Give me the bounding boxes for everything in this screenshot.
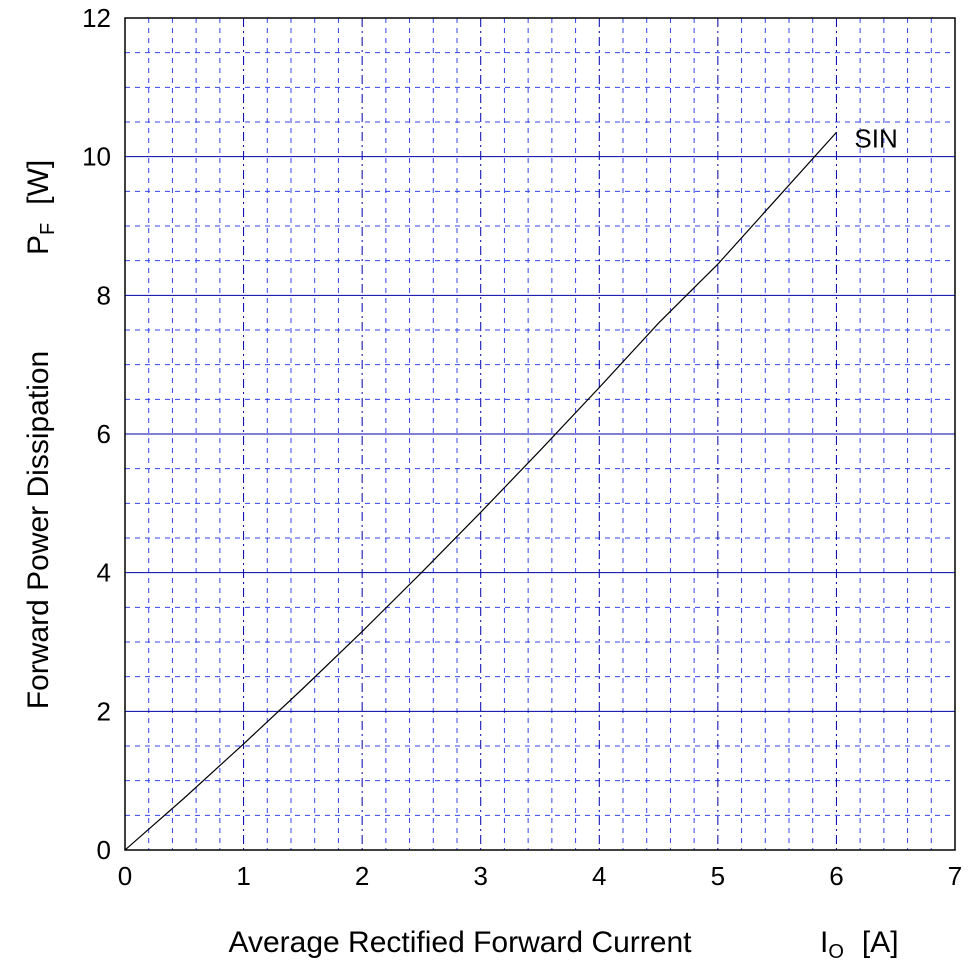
- x-unit: [A]: [862, 926, 899, 959]
- x-tick-label: 7: [948, 861, 962, 891]
- y-tick-labels: 0 2 4 6 8 10 12: [82, 3, 111, 865]
- x-tick-label: 2: [355, 861, 369, 891]
- x-tick-label: 4: [592, 861, 606, 891]
- y-tick-label: 4: [97, 558, 111, 588]
- x-axis-title: Average Rectified Forward Current: [229, 926, 693, 959]
- series-label: SIN: [854, 123, 897, 153]
- x-tick-label: 3: [473, 861, 487, 891]
- major-grid: [125, 18, 955, 850]
- y-tick-label: 0: [97, 835, 111, 865]
- y-tick-label: 10: [82, 142, 111, 172]
- y-tick-label: 8: [97, 280, 111, 310]
- y-unit-subscript: F: [37, 223, 59, 235]
- x-tick-label: 5: [711, 861, 725, 891]
- x-unit-subscript: O: [828, 941, 844, 963]
- x-tick-label: 1: [236, 861, 250, 891]
- y-axis-title: Forward Power Dissipation: [22, 351, 55, 709]
- y-tick-label: 12: [82, 3, 111, 33]
- y-axis-unit: PF [W]: [22, 160, 59, 255]
- x-tick-labels: 0 1 2 3 4 5 6 7: [118, 861, 962, 891]
- y-tick-label: 2: [97, 696, 111, 726]
- x-tick-label: 0: [118, 861, 132, 891]
- x-axis-unit: IO [A]: [820, 926, 899, 963]
- y-unit: [W]: [22, 160, 55, 205]
- x-tick-label: 6: [829, 861, 843, 891]
- y-unit-symbol: P: [22, 235, 55, 255]
- series-layer: SIN: [124, 123, 898, 851]
- y-tick-label: 6: [97, 419, 111, 449]
- x-unit-symbol: I: [820, 926, 828, 959]
- series-line-sin: [124, 131, 837, 851]
- plot-frame: [124, 17, 956, 851]
